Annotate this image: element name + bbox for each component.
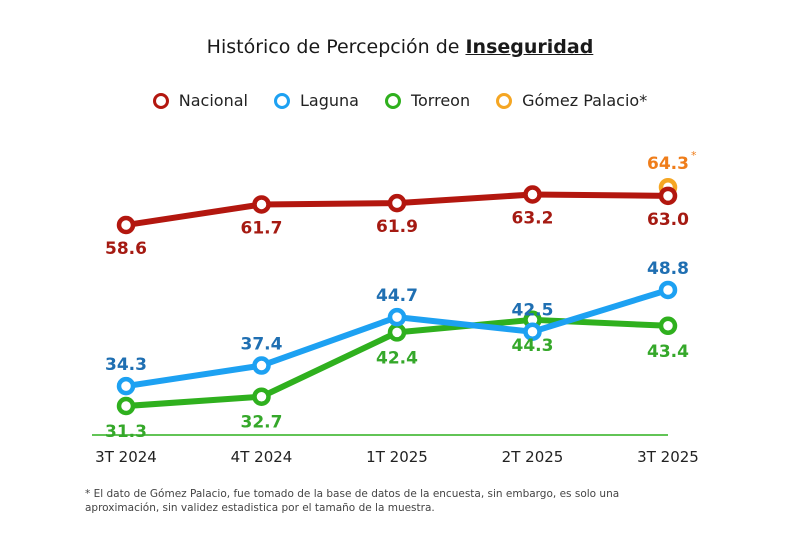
data-point [116,396,136,416]
chart-title: Histórico de Percepción de Inseguridad [0,36,800,58]
data-label: 44.7 [376,286,418,306]
legend-label: Nacional [178,91,248,110]
data-label: 61.9 [376,217,418,237]
data-label: 32.7 [241,413,283,433]
legend: Nacional Laguna Torreon Gómez Palacio* [0,91,800,110]
legend-marker-icon [273,92,290,109]
legend-label: Laguna [299,91,359,110]
x-tick-label: 1T 2025 [366,448,428,466]
data-point [387,323,407,342]
footnote: * El dato de Gómez Palacio, fue tomado d… [85,488,620,514]
data-label: 44.3 [512,336,554,356]
data-label: 43.4 [647,342,689,362]
legend-item-gomez-palacio: Gómez Palacio* [496,91,647,110]
legend-label: Torreon [410,91,471,110]
data-label: 37.4 [241,335,283,355]
data-label: 58.6 [105,239,147,259]
legend-item-torreon: Torreon [384,91,471,110]
data-label: 34.3 [105,355,147,375]
data-label: 31.3 [105,422,147,442]
legend-marker-icon [152,92,169,109]
data-point [523,185,542,204]
data-point [252,195,271,214]
legend-marker-icon [384,92,401,109]
x-tick-label: 3T 2025 [637,448,699,466]
legend-label: Gómez Palacio* [522,91,648,110]
data-label: 63.2 [512,209,554,229]
title-emphasis: Inseguridad [465,36,594,58]
data-point [116,215,136,235]
title-prefix: Histórico de Percepción de [206,36,466,58]
data-point [387,307,407,327]
x-tick-label: 3T 2024 [95,448,157,466]
legend-item-nacional: Nacional [152,91,248,110]
data-label: 64.3 [647,154,689,174]
x-tick-label: 2T 2025 [502,448,564,466]
data-point [658,316,678,336]
data-label-asterisk: * [691,149,697,162]
data-point [658,186,678,206]
data-label: 61.7 [241,218,283,238]
data-point [252,356,271,375]
data-point [387,193,407,213]
data-label: 42.4 [376,348,418,368]
data-label: 48.8 [647,259,689,279]
legend-item-laguna: Laguna [273,91,359,110]
data-point [658,280,678,300]
data-point [523,322,542,341]
legend-marker-icon [496,92,513,109]
data-point [252,387,271,406]
x-tick-label: 4T 2024 [231,448,293,466]
data-label: 42.5 [512,301,554,321]
data-point [116,376,136,396]
data-label: 63.0 [647,210,689,230]
